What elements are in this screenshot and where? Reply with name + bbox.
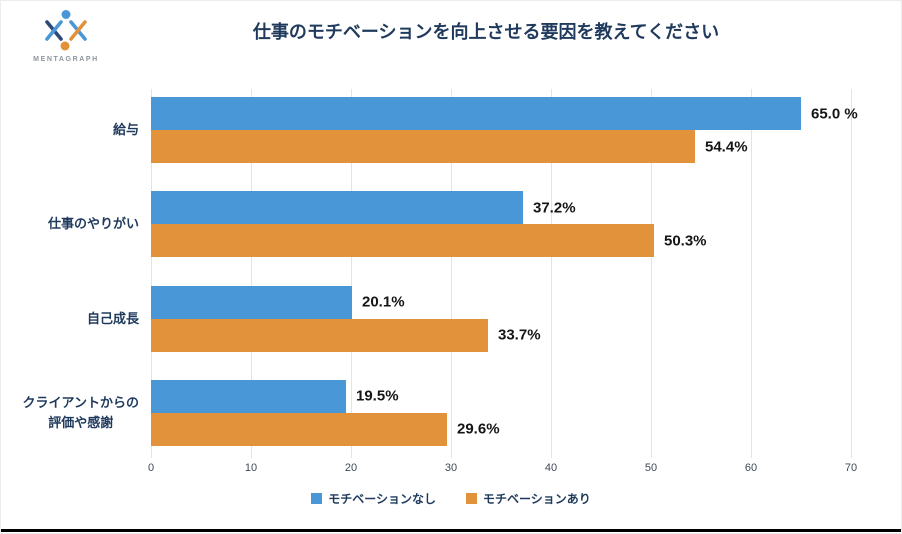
bar-stack: 37.2% 50.3% [151, 191, 851, 258]
legend-label: モチベーションなし [328, 492, 436, 506]
category-label-text: クライアントからの 評価や感謝 [22, 394, 139, 430]
bar-group: 自己成長 20.1% 33.7% [1, 285, 851, 352]
value-label: 65.0 % [810, 105, 858, 122]
category-label-text: 給与 [112, 121, 139, 137]
legend: モチベーションなし モチベーションあり [1, 490, 901, 507]
category-label: クライアントからの 評価や感謝 [1, 380, 151, 446]
bar-motivation-ari [151, 412, 447, 446]
bar-row: 33.7% [151, 318, 851, 352]
bar-row: 50.3% [151, 224, 851, 258]
x-tick-label: 30 [444, 462, 458, 474]
value-label: 20.1% [362, 293, 405, 311]
legend-swatch-orange-icon [466, 493, 477, 504]
category-label: 自己成長 [1, 286, 151, 352]
legend-item-series1: モチベーションなし [311, 490, 436, 507]
x-tick-label: 40 [544, 462, 558, 474]
brand-name: MENTAGRAPH [33, 56, 99, 63]
legend-swatch-blue-icon [311, 493, 323, 504]
bar-motivation-nashi [151, 97, 801, 130]
bar-row: 37.2% [151, 191, 851, 225]
value-label: 50.3% [663, 232, 707, 250]
x-tick-label: 20 [344, 462, 358, 474]
category-label-text: 仕事のやりがい [47, 216, 139, 232]
bar-group: クライアントからの 評価や感謝 19.5% 29.6% [1, 379, 851, 446]
bar-motivation-nashi [151, 285, 352, 319]
bar-motivation-nashi [151, 191, 523, 225]
bar-group: 給与 65.0 % 54.4% [1, 97, 858, 163]
legend-label: モチベーションあり [483, 492, 591, 506]
value-label: 19.5% [356, 387, 399, 405]
mentagraph-logo: MENTAGRAPH [27, 9, 105, 63]
bar-stack: 20.1% 33.7% [151, 285, 851, 352]
x-tick-label: 50 [644, 462, 658, 474]
value-label: 33.7% [498, 326, 541, 344]
plot-area: 給与 65.0 % 54.4% 仕事のやりがい 37.2% 50.3% 自己成長 20.1% 3… [1, 89, 858, 454]
bar-row: 20.1% [151, 285, 851, 319]
bar-group: 仕事のやりがい 37.2% 50.3% [1, 191, 851, 258]
x-tick-label: 60 [744, 462, 758, 474]
category-label: 仕事のやりがい [1, 191, 151, 257]
bar-stack: 19.5% 29.6% [151, 379, 851, 446]
gridline [851, 89, 852, 458]
x-tick-label: 0 [147, 462, 155, 474]
bar-motivation-ari [151, 318, 488, 352]
bar-row: 65.0 % [151, 97, 858, 130]
x-tick-label: 70 [844, 462, 858, 474]
chart-title: 仕事のモチベーションを向上させる要因を教えてください [252, 22, 720, 42]
x-tick-label: 10 [244, 462, 258, 474]
bar-row: 29.6% [151, 412, 851, 446]
value-label: 37.2% [533, 199, 576, 217]
mentagraph-logo-icon [45, 10, 87, 51]
x-axis: 0 10 20 30 40 50 60 70 [147, 462, 857, 478]
bottom-divider [1, 529, 901, 532]
bar-row: 19.5% [151, 379, 851, 413]
category-label-text: 自己成長 [86, 310, 139, 326]
value-label: 29.6% [457, 420, 500, 438]
bar-stack: 65.0 % 54.4% [151, 97, 858, 163]
value-label: 54.4% [705, 138, 748, 155]
bar-motivation-ari [151, 224, 654, 258]
category-label: 給与 [1, 97, 151, 163]
legend-item-series2: モチベーションあり [466, 490, 591, 507]
bar-motivation-ari [151, 130, 695, 163]
bar-motivation-nashi [151, 379, 346, 413]
bar-row: 54.4% [151, 130, 851, 163]
